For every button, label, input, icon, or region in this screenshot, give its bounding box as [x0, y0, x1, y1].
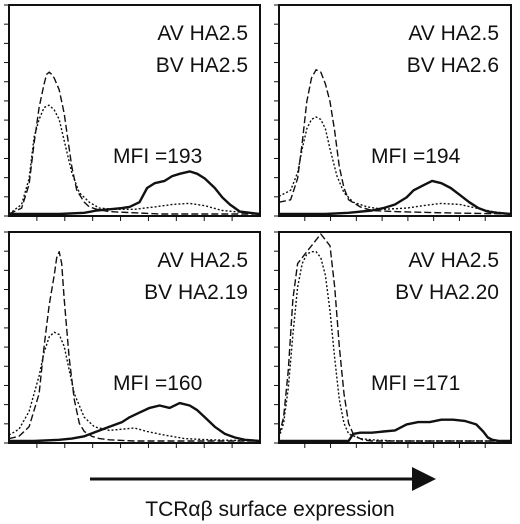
bv-label: BV HA2.6 — [407, 54, 499, 77]
av-label: AV HA2.5 — [157, 22, 248, 45]
series-solid — [279, 179, 511, 216]
bv-label: BV HA2.5 — [156, 54, 248, 77]
histogram-panel-2: AV HA2.5 BV HA2.6 MFI =194 — [274, 4, 512, 221]
av-label: AV HA2.5 — [157, 249, 248, 272]
series-solid — [279, 418, 511, 443]
series-dashed — [9, 251, 260, 442]
x-axis-label: TCRαβ surface expression — [145, 498, 394, 521]
series-dotted — [9, 331, 260, 442]
series-dashed — [9, 71, 260, 215]
panel-frame — [8, 231, 261, 444]
bv-label: BV HA2.20 — [395, 281, 499, 304]
series-dotted — [9, 104, 260, 215]
histogram-panel-1: AV HA2.5 BV HA2.5 MFI =193 — [4, 4, 261, 221]
panel-frame — [278, 231, 512, 444]
bv-label: BV HA2.19 — [144, 281, 248, 304]
x-axis-arrow — [90, 467, 436, 491]
av-label: AV HA2.5 — [408, 22, 499, 45]
mfi-label: MFI =193 — [113, 145, 202, 168]
panel-frame — [8, 4, 261, 217]
av-label: AV HA2.5 — [408, 249, 499, 272]
mfi-label: MFI =171 — [371, 372, 460, 395]
histogram-panel-4: AV HA2.5 BV HA2.20 MFI =171 — [274, 231, 512, 448]
series-solid — [9, 401, 260, 443]
mfi-label: MFI =194 — [371, 145, 461, 168]
series-dashed — [279, 233, 511, 442]
mfi-label: MFI =160 — [113, 372, 202, 395]
series-dashed — [279, 69, 511, 215]
series-solid — [9, 170, 260, 216]
series-dotted — [279, 251, 511, 442]
histogram-panel-3: AV HA2.5 BV HA2.19 MFI =160 — [4, 231, 261, 448]
panel-frame — [278, 4, 512, 217]
